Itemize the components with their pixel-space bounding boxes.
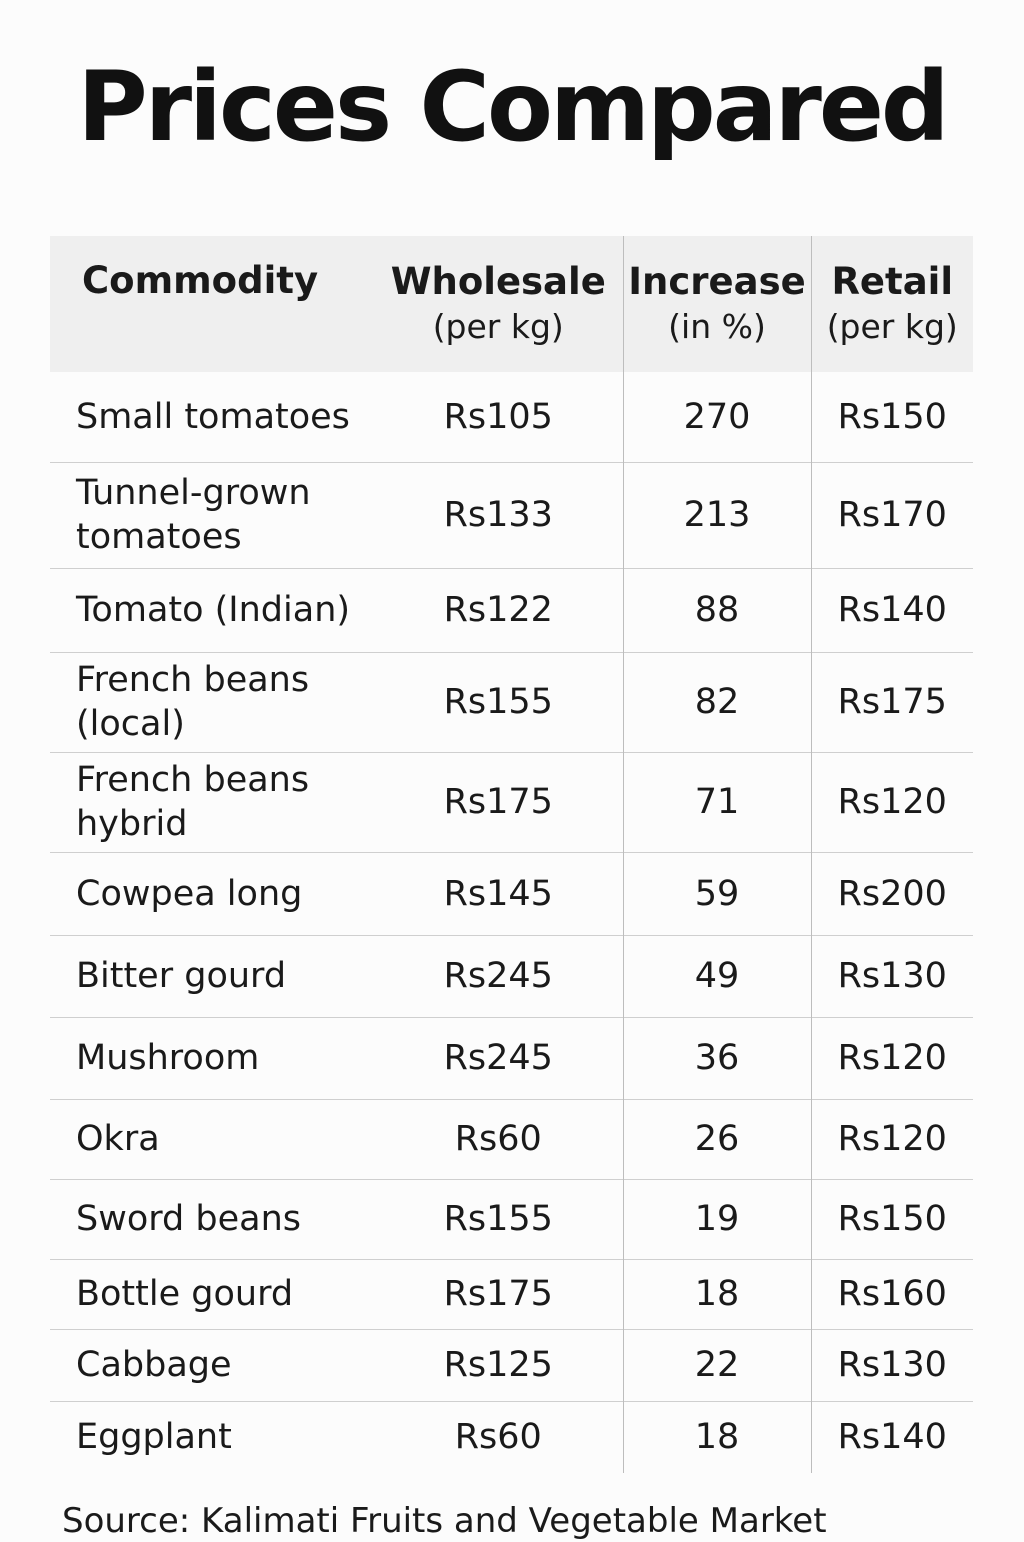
table-row: Tunnel-grown tomatoes Rs133 213 Rs170 (50, 461, 973, 568)
cell-retail: Rs200 (810, 851, 973, 935)
header-increase-label: Increase (628, 260, 806, 303)
cell-increase: 26 (622, 1098, 811, 1179)
cell-commodity: Small tomatoes (76, 396, 350, 437)
cell-increase: 18 (622, 1258, 811, 1329)
cell-commodity: Eggplant (50, 1400, 374, 1473)
cell-wholesale: Rs175 (374, 751, 623, 852)
cell-wholesale: Rs245 (374, 934, 623, 1017)
table-row: French beans hybrid Rs175 71 Rs120 (50, 751, 973, 852)
cell-commodity: Cowpea long (50, 851, 374, 935)
cell-retail: Rs130 (810, 934, 973, 1017)
header-increase: Increase (in %) (622, 236, 811, 372)
cell-commodity: Cabbage (50, 1328, 374, 1401)
price-table-container: Commodity Wholesale (per kg) Increase (i… (50, 236, 973, 1473)
cell-increase: 19 (622, 1178, 811, 1259)
table-row: Cabbage Rs125 22 Rs130 (50, 1328, 973, 1401)
cell-commodity: Bitter gourd (50, 934, 374, 1017)
cell-commodity: Mushroom (50, 1016, 374, 1099)
cell-retail: Rs120 (810, 751, 973, 852)
table-row: Tomato (Indian) Rs122 88 Rs140 (50, 567, 973, 652)
cell-wholesale: Rs105 (443, 396, 553, 437)
header-retail-unit: (per kg) (826, 307, 958, 346)
cell-wholesale: Rs125 (374, 1328, 623, 1401)
header-retail: Retail (per kg) (810, 236, 973, 372)
cell-commodity: Bottle gourd (50, 1258, 374, 1329)
cell-wholesale: Rs60 (374, 1098, 623, 1179)
cell-wholesale: Rs155 (374, 1178, 623, 1259)
header-increase-unit: (in %) (668, 307, 766, 346)
cell-commodity: Sword beans (50, 1178, 374, 1259)
header-commodity: Commodity (50, 236, 374, 372)
table-row: Sword beans Rs155 19 Rs150 (50, 1178, 973, 1259)
table-row: Bitter gourd Rs245 49 Rs130 (50, 934, 973, 1017)
cell-wholesale: Rs245 (374, 1016, 623, 1099)
cell-wholesale: Rs133 (374, 461, 623, 568)
cell-commodity: French beans (local) (50, 651, 374, 752)
cell-wholesale: Rs155 (374, 651, 623, 752)
header-commodity-label: Commodity (82, 259, 319, 302)
cell-wholesale: Rs145 (374, 851, 623, 935)
cell-increase: 36 (622, 1016, 811, 1099)
source-note: Source: Kalimati Fruits and Vegetable Ma… (62, 1501, 827, 1541)
cell-increase: 88 (622, 567, 811, 652)
cell-commodity: Okra (50, 1098, 374, 1179)
cell-retail: Rs140 (810, 1400, 973, 1473)
cell-commodity: Tunnel-grown tomatoes (50, 461, 374, 568)
cell-increase: 270 (622, 372, 811, 462)
cell-increase: 71 (622, 751, 811, 852)
cell-wholesale: Rs60 (374, 1400, 623, 1473)
header-wholesale-unit: (per kg) (432, 307, 564, 346)
cell-increase: 49 (622, 934, 811, 1017)
table-body: Small tomatoes Rs105 270 Rs150 Tunnel-grown … (50, 372, 973, 1473)
cell-wholesale: Rs175 (374, 1258, 623, 1329)
table-header-row: Commodity Wholesale (per kg) Increase (i… (50, 236, 973, 372)
cell-increase: 213 (622, 461, 811, 568)
cell-commodity: French beans hybrid (50, 751, 374, 852)
table-row: Eggplant Rs60 18 Rs140 (50, 1400, 973, 1473)
cell-retail: Rs140 (810, 567, 973, 652)
cell-increase: 82 (622, 651, 811, 752)
table-row: Okra Rs60 26 Rs120 (50, 1098, 973, 1179)
page-title: Prices Compared (77, 51, 949, 163)
cell-retail: Rs170 (810, 461, 973, 568)
cell-wholesale: Rs122 (374, 567, 623, 652)
cell-commodity: Tomato (Indian) (50, 567, 374, 652)
cell-retail: Rs160 (810, 1258, 973, 1329)
cell-retail: Rs120 (810, 1016, 973, 1099)
cell-retail: Rs175 (810, 651, 973, 752)
cell-retail: Rs130 (810, 1328, 973, 1401)
cell-increase: 22 (622, 1328, 811, 1401)
cell-retail: Rs150 (810, 372, 973, 462)
header-wholesale-label: Wholesale (390, 260, 606, 303)
table-row: Small tomatoes Rs105 270 Rs150 (50, 372, 973, 462)
cell-retail: Rs120 (810, 1098, 973, 1179)
cell-increase: 18 (622, 1400, 811, 1473)
cell-retail: Rs150 (810, 1178, 973, 1259)
price-table: Commodity Wholesale (per kg) Increase (i… (50, 236, 973, 1473)
table-row: Bottle gourd Rs175 18 Rs160 (50, 1258, 973, 1329)
header-retail-label: Retail (831, 260, 954, 303)
table-row: Cowpea long Rs145 59 Rs200 (50, 851, 973, 935)
header-wholesale: Wholesale (per kg) (374, 236, 623, 372)
cell-increase: 59 (622, 851, 811, 935)
table-row: Mushroom Rs245 36 Rs120 (50, 1016, 973, 1099)
table-row: French beans (local) Rs155 82 Rs175 (50, 651, 973, 752)
